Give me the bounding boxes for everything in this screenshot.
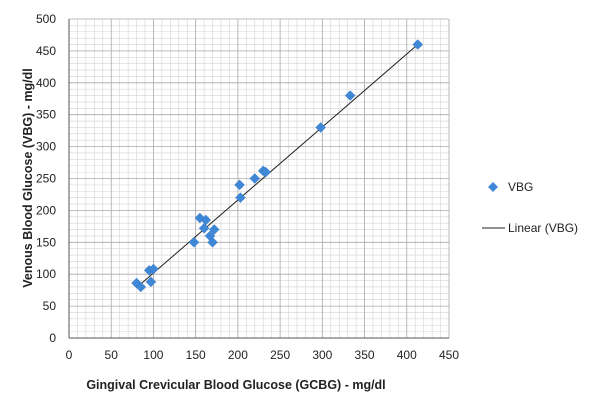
x-tick-label: 200 (228, 348, 248, 362)
y-tick-label: 100 (36, 267, 56, 281)
data-point (235, 192, 246, 203)
y-tick-label: 200 (36, 203, 56, 217)
y-tick-label: 450 (36, 44, 56, 58)
y-tick-label: 0 (49, 331, 56, 345)
data-point (207, 237, 218, 248)
data-point (148, 263, 159, 275)
plot-axes (68, 19, 449, 339)
data-point (194, 212, 206, 224)
data-points-layer (131, 39, 424, 293)
y-tick-label: 400 (36, 76, 56, 90)
data-point (412, 39, 424, 50)
x-tick-label: 150 (186, 348, 206, 362)
legend-marker-vbg (488, 182, 498, 192)
x-tick-label: 0 (66, 348, 73, 362)
x-tick-label: 350 (355, 348, 375, 362)
x-tick-label: 300 (312, 348, 332, 362)
y-tick-label: 150 (36, 235, 56, 249)
y-axis-title: Venous Blood Glucose (VBG) - mg/dl (21, 68, 35, 287)
x-tick-labels: 0 50 100 150 200 250 300 350 400 450 (66, 348, 460, 362)
data-point (249, 173, 261, 184)
legend: VBG Linear (VBG) (482, 180, 578, 235)
y-tick-label: 300 (36, 140, 56, 154)
trendline (136, 44, 419, 288)
x-tick-label: 450 (439, 348, 459, 362)
data-point (131, 277, 142, 289)
y-tick-labels: 0 50 100 150 200 250 300 350 400 450 500 (36, 12, 56, 345)
y-tick-label: 50 (43, 299, 57, 313)
x-tick-label: 100 (143, 348, 163, 362)
x-tick-label: 400 (397, 348, 417, 362)
data-point (344, 90, 356, 101)
legend-label-vbg: VBG (508, 180, 533, 194)
x-tick-label: 50 (105, 348, 119, 362)
y-tick-label: 500 (36, 12, 56, 26)
y-tick-label: 350 (36, 108, 56, 122)
trendline-layer (136, 44, 419, 288)
data-point (145, 276, 157, 288)
y-tick-label: 250 (36, 172, 56, 186)
data-point (315, 122, 326, 133)
data-point (234, 179, 245, 191)
data-point (135, 281, 147, 293)
data-point (260, 166, 272, 178)
data-point (198, 222, 210, 234)
data-point (208, 224, 220, 235)
x-tick-label: 250 (270, 348, 290, 362)
x-axis-title: Gingival Crevicular Blood Glucose (GCBG)… (86, 378, 385, 392)
data-point (188, 237, 200, 248)
data-point (200, 214, 212, 226)
legend-label-linear: Linear (VBG) (508, 221, 578, 235)
